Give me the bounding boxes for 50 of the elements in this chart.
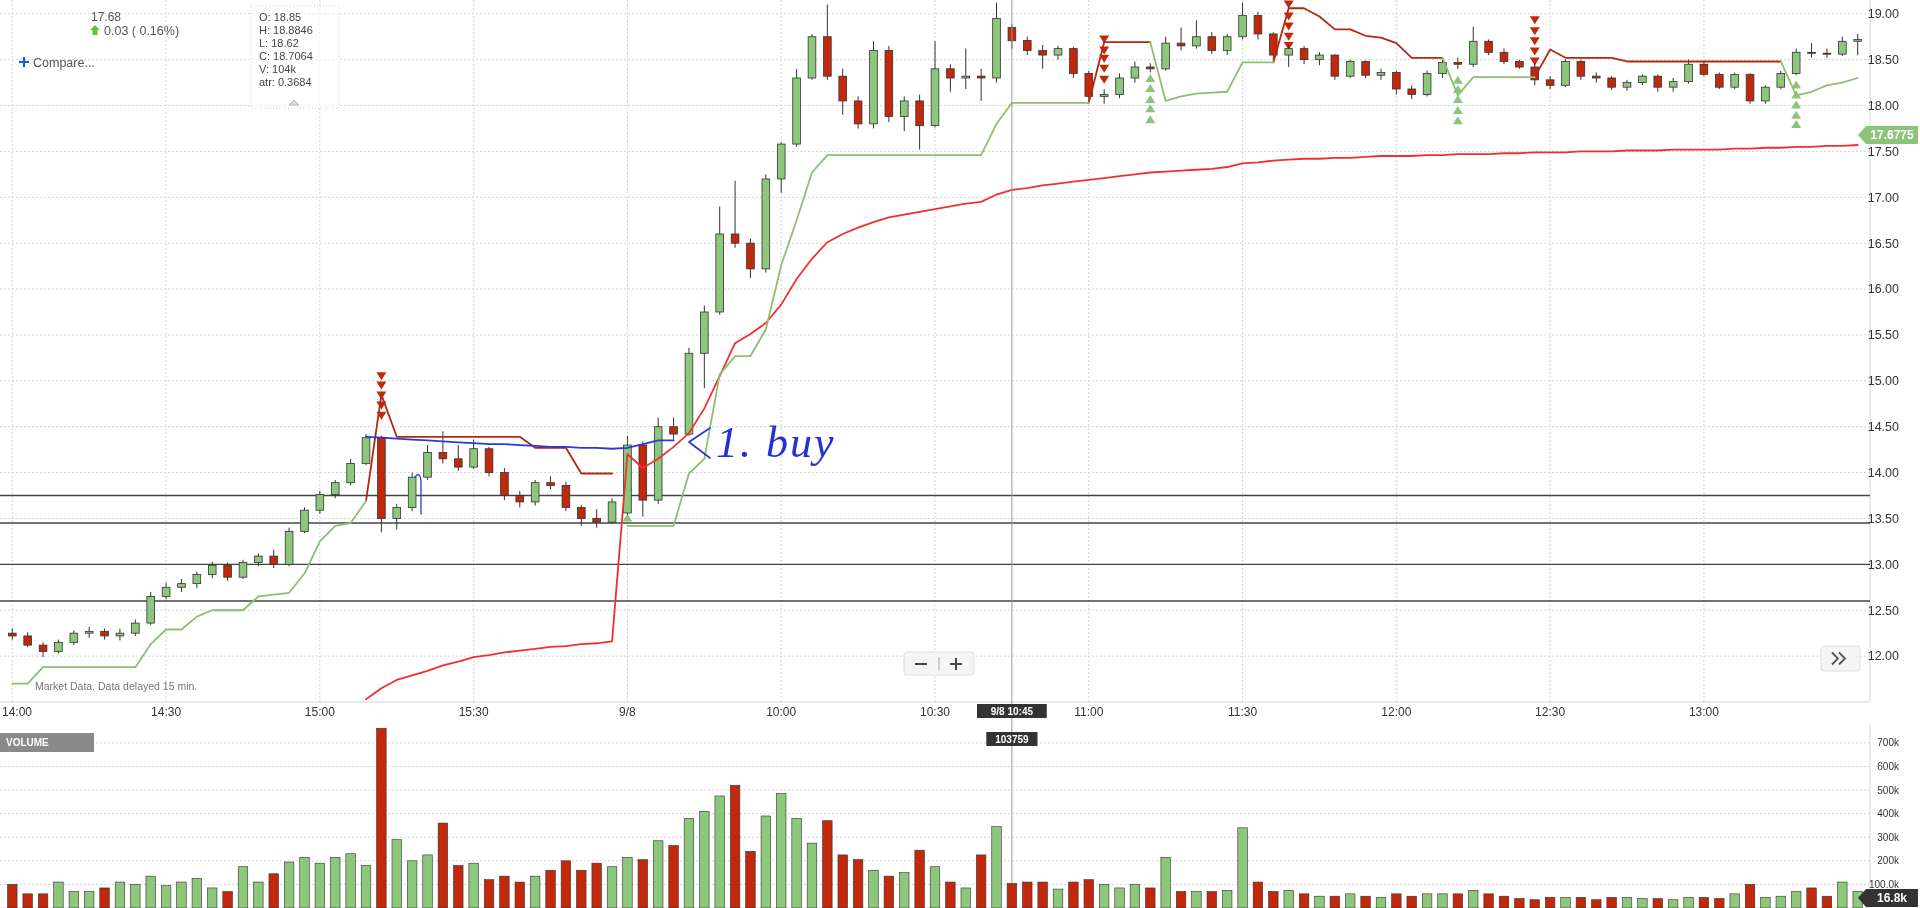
annotation: Compare...: [33, 56, 95, 70]
y-tick-label: 15.00: [1867, 374, 1900, 389]
text: VOLUME: [6, 737, 50, 748]
x-tick-label: 10:30: [919, 705, 951, 719]
y-tick-label: 400k: [1877, 808, 1900, 820]
y-tick-label: 18.50: [1867, 53, 1900, 68]
annotation: atr: 0.3684: [259, 76, 312, 88]
y-tick-label: 16.50: [1867, 236, 1900, 251]
annotation: 17.68: [91, 10, 122, 24]
annotation: L: 18.62: [259, 37, 299, 49]
y-tick-label: 17.00: [1867, 190, 1900, 205]
y-tick-label: 500k: [1877, 784, 1900, 796]
y-tick-label: 12.50: [1867, 603, 1900, 618]
y-tick-label: 19.00: [1867, 7, 1900, 22]
y-tick-label: 15.50: [1867, 328, 1900, 343]
text: 17.6775: [1870, 128, 1915, 143]
x-tick-label: 9/8 10:45: [990, 705, 1034, 717]
x-tick-label: 15:30: [458, 705, 489, 719]
annotation: Market Data. Data delayed 15 min.: [35, 680, 198, 692]
y-tick-label: 18.00: [1867, 98, 1900, 113]
x-tick-label: 12:30: [1535, 705, 1566, 719]
y-tick-label: 16.00: [1867, 282, 1900, 297]
y-tick-label: 13.50: [1867, 511, 1900, 526]
y-tick-label: 14.50: [1867, 420, 1900, 435]
y-tick-label: 700k: [1877, 737, 1900, 749]
annotation: C: 18.7064: [259, 50, 313, 62]
y-tick-label: 100.0k: [1868, 878, 1900, 890]
x-tick-label: 11:30: [1228, 705, 1258, 719]
x-tick-label: 14:00: [1, 705, 33, 719]
y-tick-label: 300k: [1877, 831, 1900, 843]
x-tick-label: 10:00: [766, 705, 797, 719]
y-tick-label: 200k: [1877, 855, 1900, 867]
y-tick-label: 14.00: [1867, 465, 1900, 480]
x-tick-label: 12:00: [1381, 705, 1412, 719]
annotation: 0.03 ( 0.16%): [104, 24, 180, 38]
x-tick-label: 9/8: [619, 705, 637, 719]
annotation: O: 18.85: [259, 11, 302, 23]
annotation: 1. buy: [716, 418, 836, 467]
y-tick-label: 12.00: [1867, 649, 1900, 664]
x-tick-label: 11:00: [1074, 705, 1104, 719]
y-tick-label: 13.00: [1867, 557, 1900, 572]
annotation: 103759: [995, 733, 1030, 745]
y-tick-label: 600k: [1877, 760, 1900, 772]
annotation: V: 104k: [259, 63, 297, 75]
y-tick-label: 17.50: [1867, 144, 1900, 159]
text: 16.8k: [1876, 891, 1908, 906]
x-tick-label: 13:00: [1688, 705, 1720, 719]
x-tick-label: 15:00: [304, 705, 336, 719]
annotation: H: 18.8846: [259, 24, 313, 36]
x-tick-label: 14:30: [151, 705, 182, 719]
